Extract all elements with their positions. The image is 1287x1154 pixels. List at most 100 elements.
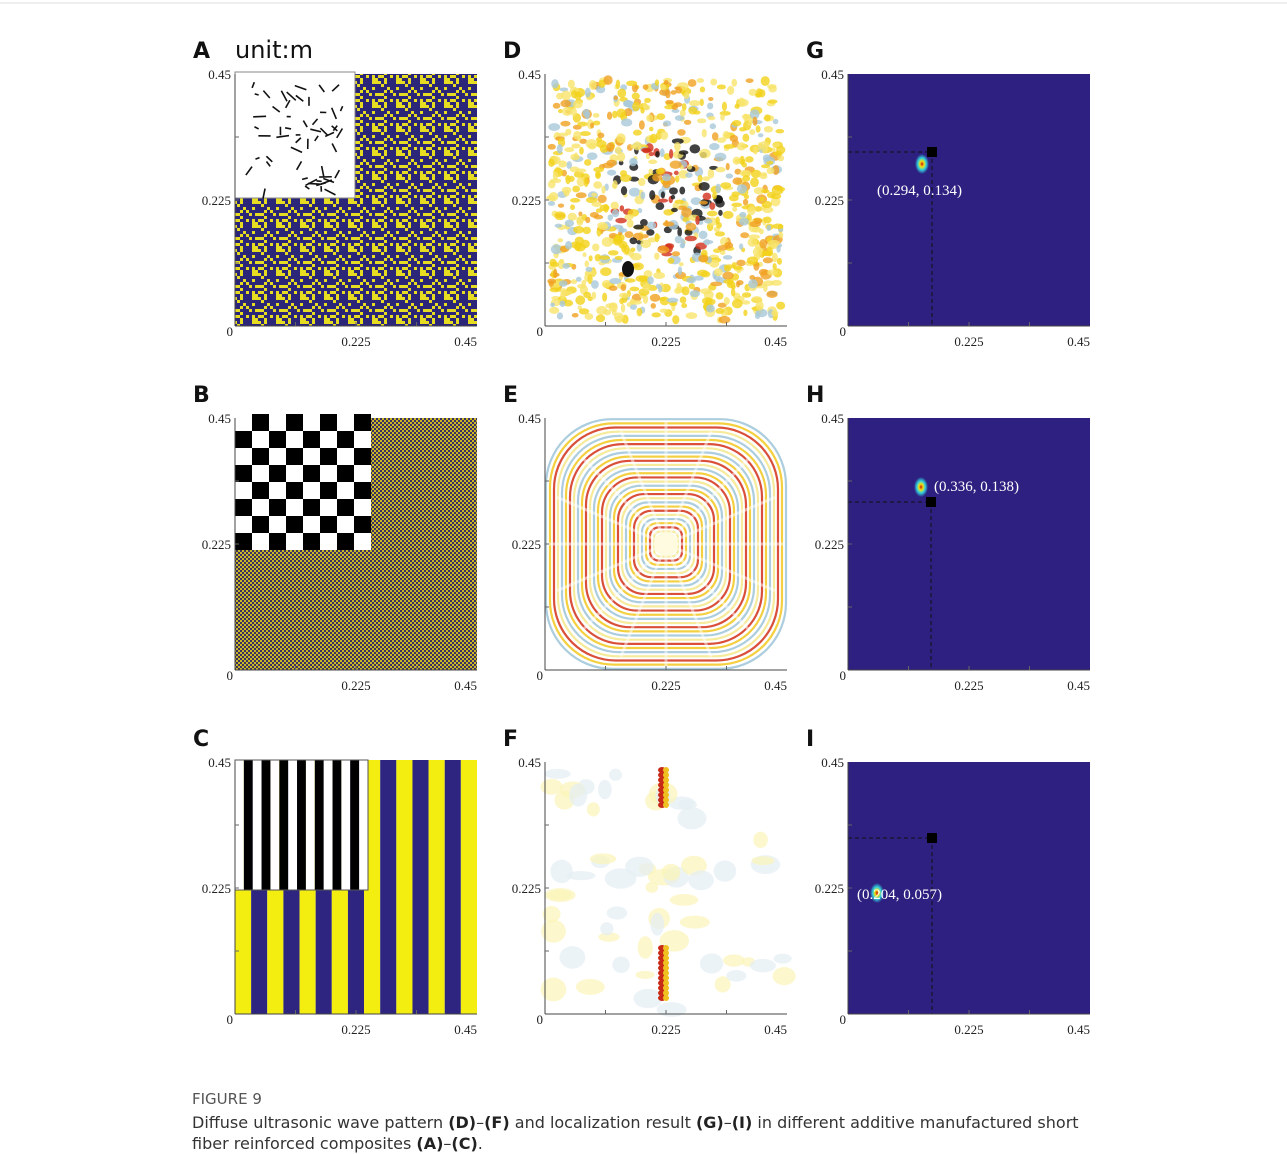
wave-blob — [768, 240, 780, 247]
y-tick-label: 0.45 — [821, 755, 844, 770]
faint-blob — [657, 1002, 687, 1017]
heatmap-field — [848, 418, 1090, 670]
wave-blob — [776, 187, 785, 191]
wave-blob — [595, 173, 601, 179]
wave-blob — [609, 278, 621, 284]
wave-blob — [715, 167, 725, 172]
wave-blob — [621, 284, 627, 291]
wave-blob — [624, 214, 633, 220]
wave-blob — [585, 260, 589, 267]
faint-blob — [540, 779, 562, 795]
wave-blob — [575, 295, 585, 305]
wave-blob — [710, 282, 722, 287]
wave-blob — [716, 184, 721, 194]
x-tick-label: 0.225 — [954, 678, 983, 693]
wave-blob — [697, 78, 705, 83]
wave-blob — [712, 132, 719, 141]
wave-blob — [767, 269, 777, 275]
faint-blob — [680, 916, 710, 929]
checker-cell — [320, 499, 337, 516]
wave-blob — [682, 286, 690, 295]
wave-blob — [747, 120, 752, 126]
faint-blob — [700, 953, 723, 973]
x-tick-label: 0.45 — [764, 678, 787, 693]
wave-blob — [742, 175, 750, 181]
checker-cell — [286, 414, 303, 431]
caption-part: and localization result — [510, 1113, 696, 1132]
wave-blob — [727, 281, 736, 288]
wave-blob — [767, 167, 775, 174]
wave-blob — [761, 76, 770, 86]
wave-blob — [598, 255, 610, 259]
wave-blob — [629, 158, 637, 167]
checker-cell — [337, 431, 354, 448]
wave-blob — [699, 231, 708, 240]
wave-blob — [687, 164, 692, 169]
fiber — [317, 181, 322, 182]
checker-cell — [320, 533, 337, 550]
wave-blob — [613, 236, 622, 246]
wave-blob — [617, 152, 625, 162]
checker-cell — [235, 448, 252, 465]
wave-blob — [572, 186, 580, 193]
wave-blob — [764, 126, 773, 133]
faint-blob — [670, 894, 698, 906]
faint-blob — [750, 959, 776, 973]
wave-blob — [697, 118, 706, 123]
fiber — [285, 128, 291, 129]
wave-blob — [660, 84, 666, 90]
inset-stripe — [359, 760, 368, 890]
x-tick-label: 0 — [840, 668, 847, 683]
checker-cell — [235, 482, 252, 499]
wave-blob — [686, 312, 698, 319]
checker-cell — [354, 431, 371, 448]
faint-blob — [773, 967, 796, 985]
wave-blob — [726, 163, 730, 170]
wave-blob — [742, 292, 751, 297]
y-tick-label: 0.225 — [815, 881, 844, 896]
wave-blob — [734, 104, 739, 109]
wave-blob — [675, 175, 679, 182]
wave-blob — [630, 299, 636, 305]
true-source — [927, 147, 937, 157]
wave-blob — [715, 153, 727, 162]
x-tick-label: 0 — [227, 668, 234, 683]
wave-blob — [592, 243, 599, 251]
wave-blob — [621, 304, 625, 313]
wave-blob — [749, 129, 755, 135]
wave-blob — [700, 87, 705, 93]
x-tick-label: 0.45 — [764, 334, 787, 349]
wave-blob — [558, 238, 564, 242]
wave-blob — [732, 206, 737, 211]
wave-blob — [638, 178, 646, 186]
wave-blob — [689, 283, 695, 289]
wave-blob — [718, 245, 728, 250]
checker-cell — [286, 516, 303, 533]
heatmap-field — [848, 74, 1090, 326]
x-tick-label: 0.45 — [454, 334, 477, 349]
wave-blob — [752, 296, 762, 301]
wave-blob — [560, 121, 570, 127]
wave-blob — [702, 129, 707, 138]
wave-blob — [620, 174, 632, 182]
wave-blob — [755, 93, 762, 98]
wave-blob — [718, 316, 730, 323]
caption-part: – — [476, 1113, 484, 1132]
wave-blob — [763, 257, 773, 263]
faint-blob — [723, 954, 745, 966]
wave-blob — [771, 193, 781, 199]
checker-cell — [337, 465, 354, 482]
caption-part: . — [478, 1134, 483, 1153]
source-blob — [914, 477, 928, 497]
wave-blob — [679, 150, 689, 154]
wave-blob — [570, 154, 580, 161]
wave-blob — [614, 96, 618, 100]
panel-label: A — [193, 39, 210, 64]
wave-blob — [749, 275, 755, 280]
wave-blob — [553, 269, 557, 279]
wave-blob — [607, 112, 612, 120]
figure-caption: Diffuse ultrasonic wave pattern (D)–(F) … — [192, 1112, 1107, 1154]
wave-blob — [731, 79, 737, 87]
wave-blob — [688, 79, 697, 87]
